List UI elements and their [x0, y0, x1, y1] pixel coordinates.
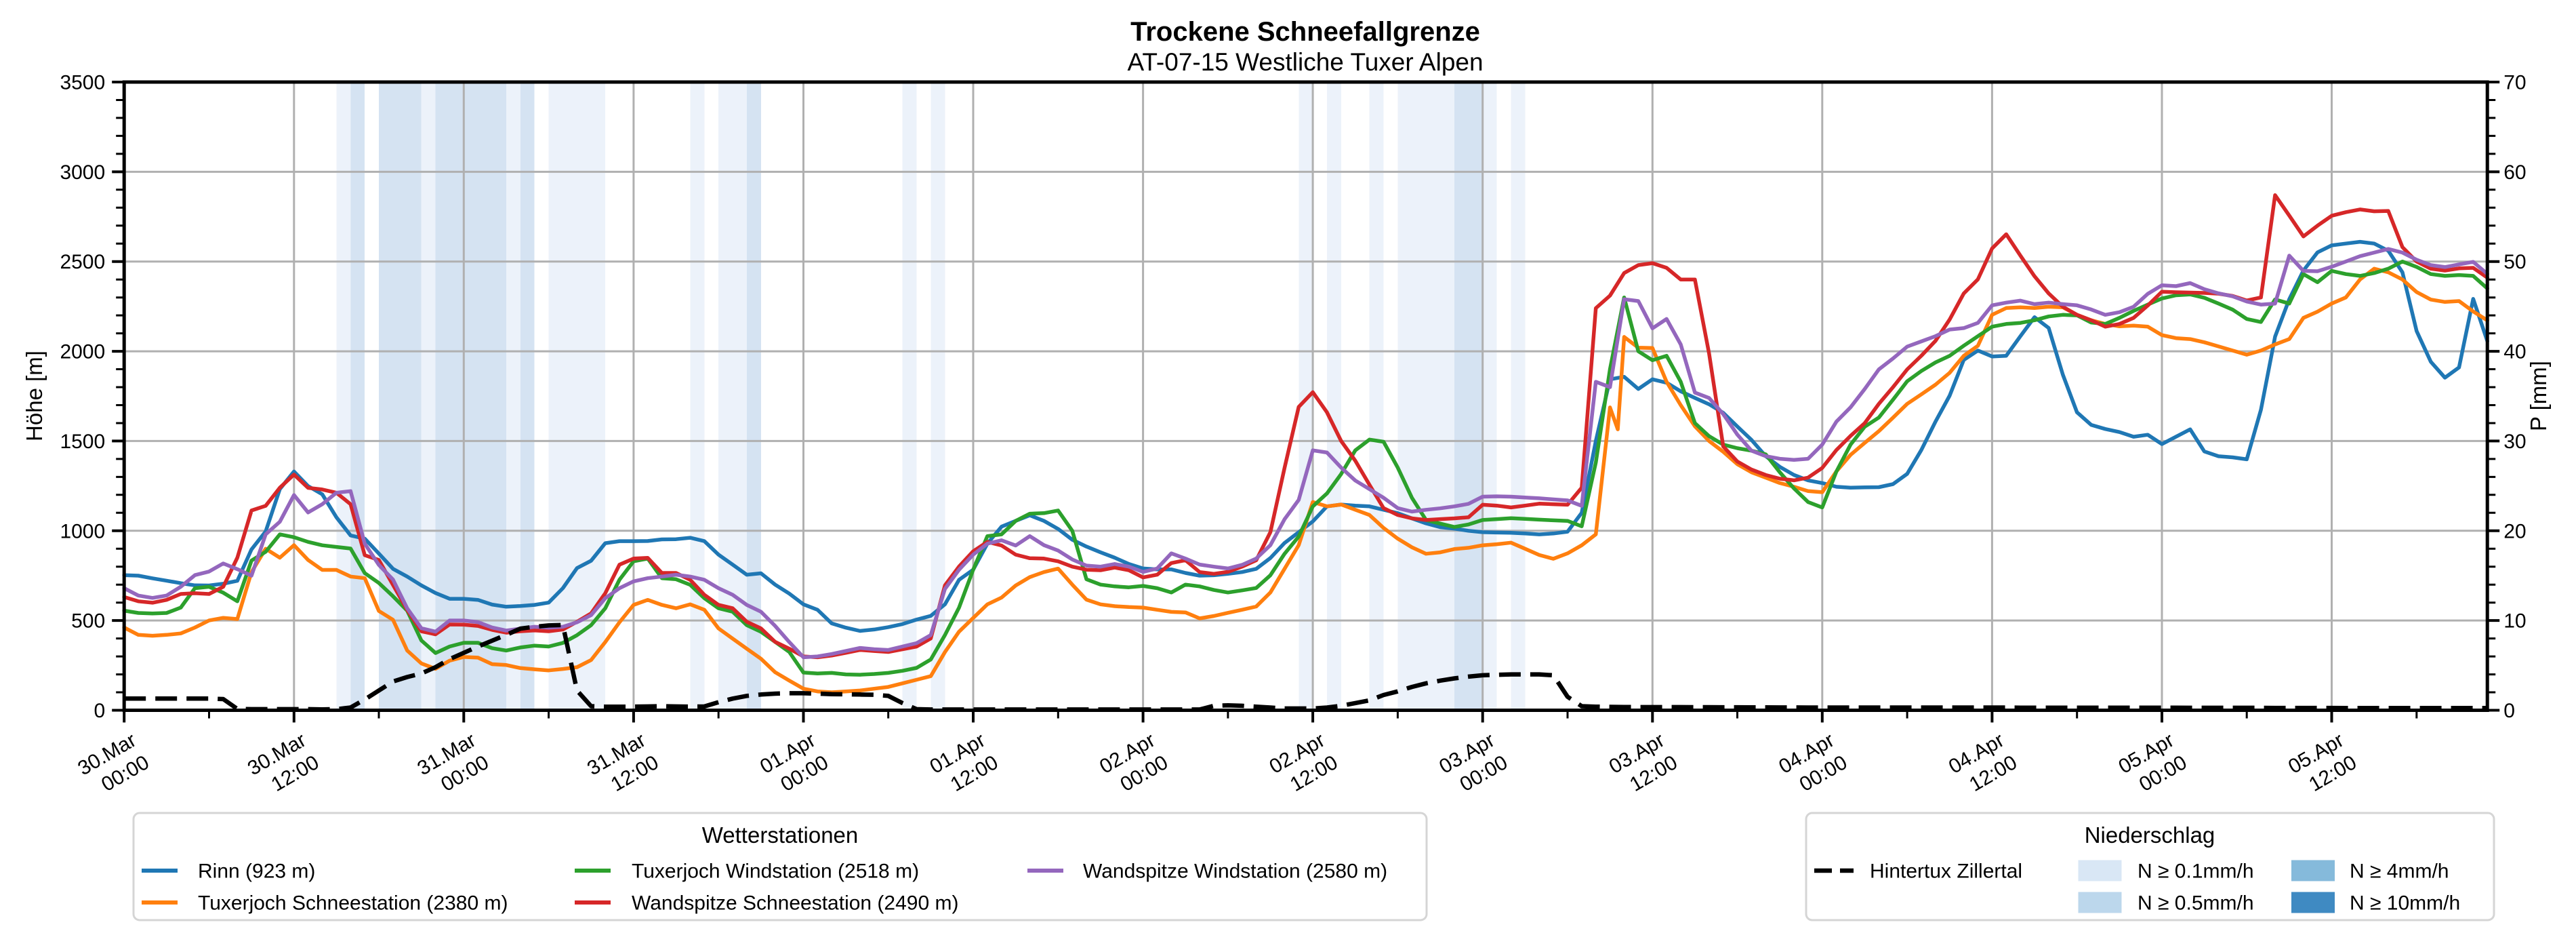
svg-text:P [mm]: P [mm] — [2526, 361, 2551, 431]
svg-text:Wetterstationen: Wetterstationen — [702, 822, 859, 848]
svg-text:Höhe [m]: Höhe [m] — [22, 351, 47, 441]
svg-text:AT-07-15 Westliche Tuxer Alpen: AT-07-15 Westliche Tuxer Alpen — [1127, 48, 1483, 76]
svg-text:Tuxerjoch Windstation (2518 m): Tuxerjoch Windstation (2518 m) — [632, 860, 919, 883]
svg-text:N ≥ 0.5mm/h: N ≥ 0.5mm/h — [2138, 892, 2254, 915]
svg-text:20: 20 — [2503, 520, 2526, 542]
svg-text:1500: 1500 — [60, 431, 105, 453]
svg-text:N ≥ 4mm/h: N ≥ 4mm/h — [2350, 860, 2449, 883]
svg-text:2000: 2000 — [60, 341, 105, 363]
svg-text:3500: 3500 — [60, 72, 105, 94]
svg-text:N ≥ 0.1mm/h: N ≥ 0.1mm/h — [2138, 860, 2254, 883]
svg-text:1000: 1000 — [60, 520, 105, 542]
svg-text:0: 0 — [2503, 700, 2515, 722]
svg-text:0: 0 — [94, 700, 106, 722]
svg-text:60: 60 — [2503, 161, 2526, 184]
svg-text:Rinn (923 m): Rinn (923 m) — [198, 860, 315, 883]
svg-text:30: 30 — [2503, 431, 2526, 453]
svg-text:Trockene Schneefallgrenze: Trockene Schneefallgrenze — [1130, 17, 1480, 47]
svg-text:Hintertux Zillertal: Hintertux Zillertal — [1870, 860, 2022, 883]
svg-text:Wandspitze Schneestation (2490: Wandspitze Schneestation (2490 m) — [632, 892, 958, 915]
svg-text:10: 10 — [2503, 610, 2526, 633]
svg-text:500: 500 — [71, 610, 105, 633]
svg-text:3000: 3000 — [60, 161, 105, 184]
svg-text:2500: 2500 — [60, 251, 105, 273]
svg-text:Wandspitze Windstation (2580 m: Wandspitze Windstation (2580 m) — [1083, 860, 1387, 883]
svg-text:Tuxerjoch Schneestation (2380: Tuxerjoch Schneestation (2380 m) — [198, 892, 508, 915]
svg-text:70: 70 — [2503, 72, 2526, 94]
svg-text:N ≥ 10mm/h: N ≥ 10mm/h — [2350, 892, 2460, 915]
svg-text:Niederschlag: Niederschlag — [2085, 822, 2215, 848]
svg-text:50: 50 — [2503, 251, 2526, 273]
svg-text:40: 40 — [2503, 341, 2526, 363]
